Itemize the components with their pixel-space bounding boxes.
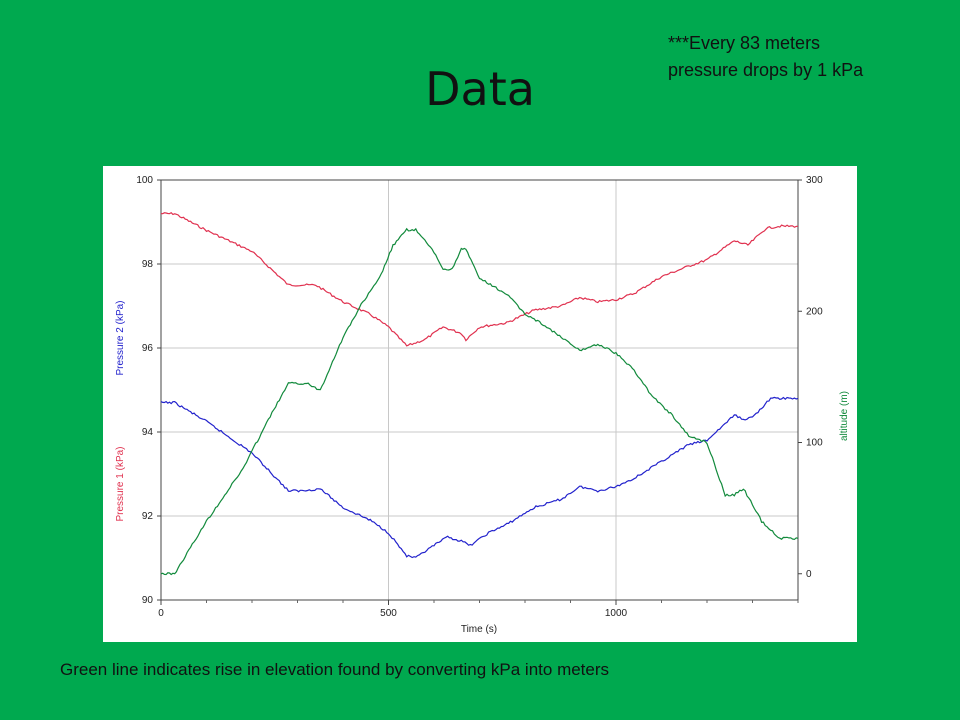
series-line-altitude: [160, 227, 799, 576]
note-line-1: ***Every 83 meters: [668, 33, 821, 53]
y-axis-label-pressure-2: Pressure 2 (kPa): [115, 300, 126, 375]
y-right-tick-label: 100: [806, 438, 823, 449]
plot-frame: [160, 179, 799, 601]
y-left-tick-label: 92: [142, 511, 154, 522]
x-tick-label: 1000: [605, 608, 628, 619]
y-axis-label-altitude: altitude (m): [839, 391, 850, 441]
y-left-tick-label: 98: [142, 259, 154, 270]
y-left-tick-label: 96: [142, 343, 154, 354]
y-right-tick-label: 0: [806, 569, 812, 580]
chart-panel: 90 92 94 96 98 100 0 500 1000 0 100 200 300 Time (s)…: [103, 166, 857, 642]
y-left-tick-label: 94: [142, 427, 154, 438]
y-right-tick-label: 200: [806, 306, 823, 317]
y-axis-label-pressure-1: Pressure 1 (kPa): [115, 446, 126, 521]
slide-title: Data: [425, 62, 535, 116]
y-left-tick-label: 90: [142, 595, 154, 606]
note-line-2: pressure drops by 1 kPa: [668, 60, 864, 80]
x-tick-label: 500: [380, 608, 397, 619]
y-left-tick-label: 100: [136, 175, 153, 186]
x-axis-label: Time (s): [461, 624, 497, 635]
elevation-note: ***Every 83 meters pressure drops by 1 k…: [668, 30, 928, 84]
series: [160, 211, 799, 576]
y-right-tick-label: 300: [806, 175, 823, 186]
x-tick-label: 0: [158, 608, 164, 619]
series-line-pressure-2: [160, 396, 799, 559]
series-line-pressure-1: [160, 211, 799, 347]
slide-caption: Green line indicates rise in elevation f…: [60, 660, 610, 679]
grid: [160, 179, 798, 601]
